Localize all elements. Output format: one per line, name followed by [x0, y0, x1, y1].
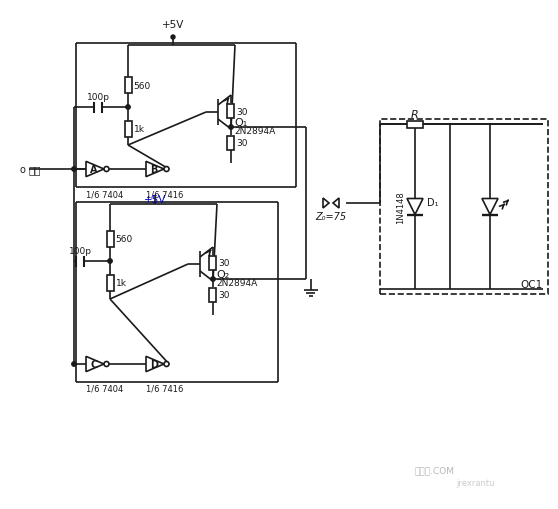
- Text: 100p: 100p: [86, 92, 109, 101]
- Text: 桂林图.COM: 桂林图.COM: [415, 465, 455, 474]
- Text: 1N4148: 1N4148: [397, 191, 406, 223]
- Text: +5V: +5V: [144, 194, 166, 205]
- Text: 1k: 1k: [116, 279, 127, 288]
- Text: 1k: 1k: [133, 125, 145, 134]
- Circle shape: [72, 362, 76, 366]
- Polygon shape: [86, 357, 104, 372]
- Text: Q₁: Q₁: [234, 118, 247, 128]
- Circle shape: [108, 259, 112, 264]
- Text: B: B: [150, 165, 158, 175]
- Text: A: A: [90, 165, 98, 175]
- Text: o: o: [19, 165, 25, 175]
- Text: 30: 30: [237, 107, 248, 116]
- Text: 1/6 7416: 1/6 7416: [146, 384, 184, 393]
- Circle shape: [164, 362, 169, 367]
- Text: D: D: [150, 359, 158, 369]
- Polygon shape: [323, 199, 329, 209]
- Bar: [407, 121, 423, 128]
- Circle shape: [104, 167, 109, 172]
- Bar: [228, 137, 234, 151]
- Text: OC1: OC1: [521, 279, 543, 290]
- Bar: [209, 257, 217, 270]
- Text: 2N2894A: 2N2894A: [216, 279, 257, 288]
- Circle shape: [211, 277, 215, 281]
- Text: 560: 560: [133, 81, 151, 90]
- Bar: [209, 289, 217, 302]
- Text: 2N2894A: 2N2894A: [234, 127, 275, 136]
- Text: 30: 30: [219, 259, 230, 268]
- Text: 30: 30: [219, 291, 230, 300]
- Circle shape: [164, 167, 169, 172]
- Polygon shape: [146, 162, 164, 177]
- Text: 1/6 7404: 1/6 7404: [86, 190, 123, 199]
- Text: 1/6 7404: 1/6 7404: [86, 384, 123, 393]
- Text: 输入: 输入: [28, 165, 41, 175]
- Text: Q₂: Q₂: [216, 269, 229, 279]
- Text: C: C: [90, 359, 98, 369]
- Circle shape: [72, 167, 76, 172]
- Circle shape: [104, 362, 109, 367]
- Text: jrexrantu: jrexrantu: [456, 478, 494, 487]
- Text: D₁: D₁: [427, 197, 439, 207]
- Bar: [124, 122, 132, 138]
- Text: +5V: +5V: [162, 20, 184, 30]
- Polygon shape: [407, 199, 423, 215]
- Bar: [107, 275, 113, 292]
- Text: 560: 560: [116, 235, 133, 244]
- Bar: [107, 232, 113, 247]
- Bar: [228, 105, 234, 119]
- Circle shape: [171, 36, 175, 40]
- Polygon shape: [333, 199, 339, 209]
- Polygon shape: [86, 162, 104, 177]
- Text: 100p: 100p: [69, 246, 92, 255]
- Bar: [124, 78, 132, 94]
- Bar: [380, 120, 548, 294]
- Circle shape: [229, 126, 233, 130]
- Text: Z₀=75: Z₀=75: [315, 212, 347, 221]
- Text: R: R: [411, 110, 419, 120]
- Polygon shape: [482, 199, 498, 215]
- Polygon shape: [146, 357, 164, 372]
- Text: 30: 30: [237, 139, 248, 148]
- Text: 1/6 7416: 1/6 7416: [146, 190, 184, 199]
- Circle shape: [126, 105, 130, 110]
